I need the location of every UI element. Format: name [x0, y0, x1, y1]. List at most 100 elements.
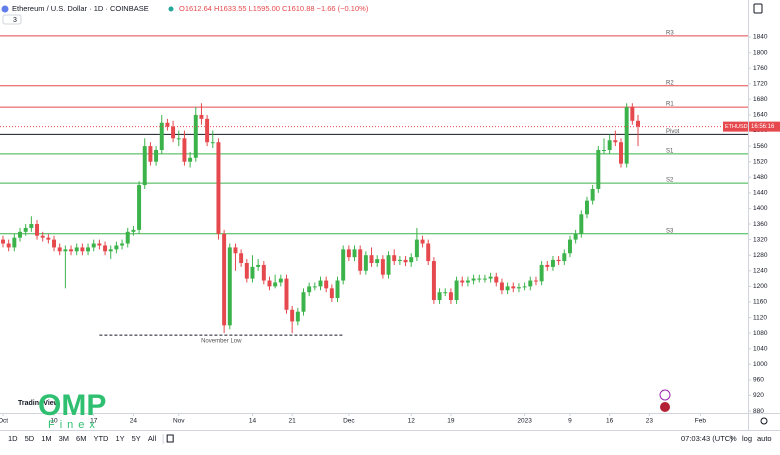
candle-body — [346, 249, 351, 258]
x-tick-label: 19 — [447, 418, 455, 425]
candle-body — [239, 253, 244, 263]
candle-body — [273, 282, 278, 287]
toolbar-icon[interactable] — [753, 3, 763, 14]
candle-body — [301, 292, 306, 312]
candle-body — [307, 286, 312, 293]
candle-body — [154, 150, 159, 162]
candle-body — [511, 286, 516, 289]
y-tick-label: 1240 — [753, 268, 768, 275]
candle-body — [516, 287, 521, 289]
candle-body — [312, 286, 317, 288]
calendar-icon[interactable] — [166, 434, 174, 443]
level-label: S2 — [666, 178, 674, 184]
candle-body — [278, 278, 283, 283]
range-button[interactable]: 1D — [8, 434, 18, 443]
range-button[interactable]: All — [148, 434, 157, 443]
candle-body — [567, 239, 572, 254]
candle-body — [556, 259, 561, 262]
y-tick-label: 1400 — [753, 205, 768, 212]
percent-toggle[interactable]: % — [730, 434, 737, 443]
x-tick-label: 14 — [249, 418, 257, 425]
indicator-count: 3 — [13, 17, 17, 24]
candle-body — [505, 286, 510, 291]
y-tick-label: 1320 — [753, 236, 768, 243]
level-label: R2 — [666, 80, 674, 86]
candle-body — [358, 249, 363, 271]
candle-body — [584, 200, 589, 215]
price-tag-bg — [723, 121, 748, 132]
candle-body — [363, 255, 368, 271]
candle-body — [91, 243, 96, 248]
range-button[interactable]: 1M — [41, 434, 51, 443]
indicator-toggle[interactable] — [2, 14, 22, 25]
candle-body — [533, 280, 538, 282]
range-button[interactable]: 5Y — [132, 434, 141, 443]
candle-body — [375, 259, 380, 263]
x-tick-label: Nov — [173, 418, 185, 425]
candle-body — [165, 122, 170, 127]
candle-body — [454, 280, 459, 301]
candle-body — [539, 264, 544, 282]
candle-body — [386, 255, 391, 275]
y-tick-label: 880 — [753, 408, 764, 415]
candle-body — [97, 243, 102, 246]
flag-icon[interactable] — [660, 402, 670, 412]
candle-body — [488, 276, 493, 279]
x-tick-label: 21 — [289, 418, 297, 425]
candle-body — [216, 142, 221, 234]
level-label: S1 — [666, 148, 674, 154]
candle-body — [210, 142, 215, 144]
candle-body — [477, 278, 482, 280]
auto-toggle[interactable]: auto — [757, 434, 772, 443]
candle-body — [182, 138, 187, 162]
y-tick-label: 1720 — [753, 80, 768, 87]
candle-body — [562, 253, 567, 262]
annotation-text: November Low — [201, 339, 242, 345]
x-tick-label: 2023 — [517, 418, 532, 425]
candle-body — [131, 229, 136, 232]
candle-body — [409, 257, 414, 263]
candle-body — [324, 280, 329, 289]
range-button[interactable]: YTD — [93, 434, 109, 443]
candle-body — [46, 237, 51, 240]
range-button[interactable]: 1Y — [115, 434, 124, 443]
x-tick-label: 17 — [90, 418, 98, 425]
x-tick-label: Feb — [695, 418, 707, 425]
candle-body — [284, 278, 289, 310]
candle-body — [448, 292, 453, 301]
y-tick-label: 1480 — [753, 174, 768, 181]
candle-body — [69, 249, 74, 252]
candle-body — [159, 122, 164, 151]
candle-body — [426, 243, 431, 262]
candle-body — [380, 259, 385, 275]
candle-body — [250, 266, 255, 279]
candle-body — [443, 292, 448, 294]
candle-body — [222, 233, 227, 326]
range-button[interactable]: 6M — [76, 434, 86, 443]
candle-body — [193, 114, 198, 158]
x-tick-label: Oct — [0, 418, 8, 425]
price-tag-timer-bg — [749, 121, 780, 132]
candle-body — [341, 249, 346, 281]
log-toggle[interactable]: log — [742, 434, 752, 443]
settings-icon[interactable] — [760, 417, 768, 425]
candle-body — [188, 157, 193, 162]
candle-body — [295, 311, 300, 322]
x-tick-label: 23 — [646, 418, 654, 425]
candle-body — [579, 214, 584, 234]
range-button[interactable]: 3M — [59, 434, 69, 443]
candle-body — [199, 114, 204, 119]
logo: OMP — [38, 389, 106, 422]
candle-body — [471, 278, 476, 281]
event-icon[interactable] — [659, 389, 671, 401]
candle-body — [528, 280, 533, 287]
x-tick-label: Dec — [343, 418, 355, 425]
candle-body — [420, 239, 425, 244]
candle-body — [12, 237, 17, 248]
candle-body — [148, 146, 153, 162]
range-button[interactable]: 5D — [25, 434, 35, 443]
price-tag-timer: 16:56:16 — [751, 124, 775, 130]
candle-body — [63, 249, 68, 252]
